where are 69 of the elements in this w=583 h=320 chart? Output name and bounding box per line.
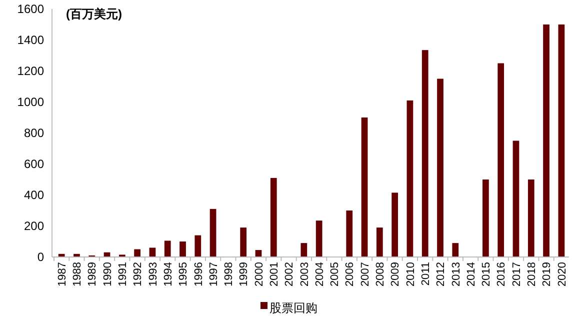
legend-label: 股票回购 (270, 300, 318, 315)
y-tick-label: 200 (24, 219, 44, 234)
bar (406, 100, 414, 257)
x-tick-label: 1989 (86, 262, 99, 286)
x-tick-label: 1997 (208, 262, 220, 286)
bar (210, 208, 216, 257)
bar (316, 220, 322, 257)
x-tick-label: 1994 (162, 262, 174, 286)
bar (392, 192, 398, 257)
x-tick-label: 1987 (56, 262, 68, 286)
x-tick-label: 2013 (450, 262, 462, 286)
bar (452, 243, 459, 257)
bar (437, 78, 444, 257)
y-tick-label: 400 (24, 188, 44, 202)
bar (300, 243, 308, 257)
y-tick-label: 600 (24, 157, 44, 172)
bar (164, 240, 171, 257)
y-tick-label: 1600 (17, 2, 44, 16)
bar (558, 24, 565, 257)
x-tick-label: 2019 (541, 262, 554, 286)
bar (482, 180, 489, 257)
x-tick-label: 2003 (298, 262, 311, 286)
x-tick-label: 2015 (480, 262, 493, 286)
bar (149, 248, 156, 257)
x-tick-label: 2006 (344, 262, 356, 286)
bar (361, 118, 368, 257)
bar (543, 24, 550, 257)
x-tick-label: 2005 (329, 262, 342, 286)
x-tick-label: 2020 (556, 262, 568, 286)
x-tick-label: 2002 (284, 262, 296, 286)
x-tick-label: 2007 (359, 262, 372, 286)
x-tick-label: 1990 (102, 262, 114, 286)
y-tick-label: 800 (24, 126, 44, 140)
y-tick-label: 1000 (17, 95, 44, 110)
x-tick-label: 1993 (147, 262, 160, 286)
bar (240, 228, 247, 257)
x-tick-label: 1988 (72, 262, 84, 286)
x-tick-label: 2016 (496, 262, 508, 286)
bar (422, 50, 428, 257)
bar (498, 63, 504, 257)
bar (512, 140, 520, 257)
x-tick-label: 1992 (132, 262, 144, 286)
x-tick-label: 1991 (117, 262, 130, 286)
y-tick-label: 1400 (17, 33, 44, 48)
x-tick-label: 2008 (374, 262, 387, 286)
x-tick-label: 1995 (178, 262, 190, 286)
bar (376, 228, 383, 257)
x-tick-label: 2018 (526, 262, 538, 286)
y-axis-title: (百万美元) (66, 7, 122, 21)
x-tick-label: 2009 (390, 262, 402, 286)
bar (346, 210, 353, 257)
x-tick-label: 2001 (268, 262, 280, 286)
x-tick-label: 2000 (253, 262, 266, 286)
x-tick-label: 1998 (223, 262, 236, 286)
y-tick-label: 0 (37, 250, 44, 264)
x-tick-label: 2017 (510, 262, 523, 286)
bar (528, 180, 534, 257)
y-tick-label: 1200 (17, 64, 44, 78)
x-tick-label: 2004 (314, 262, 326, 286)
bar (134, 249, 140, 257)
x-tick-label: 2014 (465, 262, 478, 286)
x-tick-label: 2011 (420, 262, 432, 286)
x-tick-label: 1996 (192, 262, 205, 286)
bar (194, 235, 202, 257)
bar (270, 178, 277, 257)
x-tick-label: 1999 (238, 262, 250, 286)
x-tick-label: 2012 (435, 262, 448, 286)
x-tick-label: 2010 (404, 262, 417, 286)
bar (180, 242, 186, 257)
